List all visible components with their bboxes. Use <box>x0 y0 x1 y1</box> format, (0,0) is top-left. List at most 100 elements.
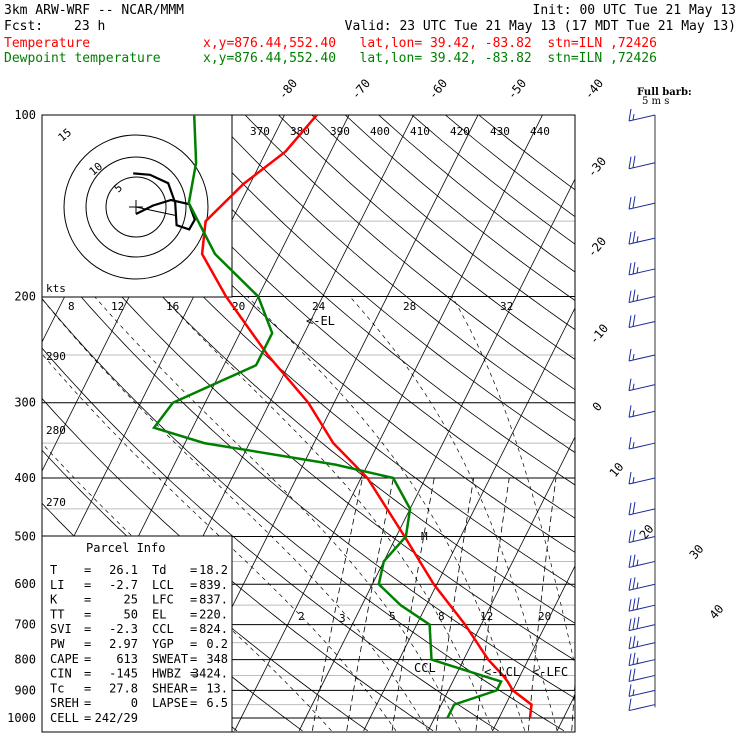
dry-adiabat-290 <box>42 347 499 732</box>
dry-adiabat-410 <box>278 115 575 360</box>
dry-adiabat-370 <box>144 115 575 486</box>
parcel-value: 242/29 <box>95 711 138 725</box>
wind-barb-flag <box>632 652 636 665</box>
wind-barb-half-flag <box>632 353 635 361</box>
wind-barb-flag <box>636 597 640 610</box>
parcel-label: Td <box>152 563 166 577</box>
ccl-marker: CCL <box>414 661 436 675</box>
wind-barb-flag <box>628 578 632 591</box>
forecast-label: Fcst: <box>4 19 44 34</box>
wind-barb-flag <box>632 577 636 590</box>
moist-adiabat-35 <box>451 296 575 668</box>
theta-label-430: 430 <box>490 125 510 138</box>
moist-adiabat-10 <box>42 298 429 731</box>
parcel-value: 0.2 <box>206 637 228 651</box>
wind-barb-half-flag <box>636 640 639 647</box>
wind-barb-280 <box>628 378 656 392</box>
wind-barb-flag <box>632 598 636 611</box>
parcel-eq: = <box>84 593 91 607</box>
wind-barb-flag <box>628 684 632 697</box>
isotherm-50 <box>686 0 740 731</box>
wind-barb-flag <box>628 698 632 711</box>
dry-adiabat-450 <box>411 115 575 245</box>
wind-barb-flag <box>632 635 636 648</box>
isotherm-40 <box>622 0 740 731</box>
dry-adiabat-440 <box>378 115 575 273</box>
theta-label-400: 400 <box>370 125 390 138</box>
wind-barb-flag <box>632 196 636 209</box>
wind-barb-flag <box>632 554 636 567</box>
dry-adiabat-400 <box>244 115 575 391</box>
mixing-ratio-12 <box>475 477 510 731</box>
theta-e-label-24: 24 <box>312 300 326 313</box>
parcel-value: 824. <box>199 622 228 636</box>
parcel-value: 13. <box>206 681 228 695</box>
dewpoint-location: x,y=876.44,552.40 lat,lon= 39.42, -83.82… <box>203 51 657 66</box>
wind-barb-flag <box>628 156 632 169</box>
hodograph-storm-motion <box>135 206 176 216</box>
parcel-value: -2.3 <box>109 622 138 636</box>
wind-barb-160 <box>628 231 656 245</box>
parcel-label: EL <box>152 607 166 621</box>
isotherm-label-0: 0 <box>590 399 605 414</box>
parcel-label: CELL <box>50 711 79 725</box>
wind-barb-100 <box>628 108 656 122</box>
wind-barb-800 <box>628 652 656 667</box>
wind-barb-half-flag <box>632 410 635 417</box>
wind-barb-450 <box>628 501 656 516</box>
pressure-label-800: 800 <box>14 653 36 667</box>
dry-adiabat-320 <box>42 202 575 661</box>
pressure-label-500: 500 <box>14 529 36 543</box>
parcel-eq: = <box>84 711 91 725</box>
init-time: Init: 00 UTC Tue 21 May 13 <box>532 3 737 18</box>
isotherm--10 <box>298 178 575 731</box>
hodograph-box <box>41 114 233 298</box>
wind-barb-flag <box>632 231 636 244</box>
parcel-value: 839. <box>199 578 228 592</box>
parcel-eq: = <box>190 607 197 621</box>
wind-barb-flag <box>628 262 632 276</box>
parcel-eq: = <box>84 578 91 592</box>
theta-e-label-16: 16 <box>166 300 179 313</box>
theta-e-label-12: 12 <box>111 300 124 313</box>
wind-barb-half-flag <box>632 442 635 449</box>
parcel-label: T <box>50 563 57 577</box>
theta-e-label-28: 28 <box>403 300 416 313</box>
dry-adiabat-360 <box>111 115 575 519</box>
model-title: 3km ARW-WRF -- NCAR/MMM <box>4 3 185 18</box>
hodograph-kts-label: kts <box>46 282 66 295</box>
wind-barb-flag <box>628 502 632 515</box>
header: 3km ARW-WRF -- NCAR/MMM Init: 00 UTC Tue… <box>0 0 740 70</box>
wind-barb-staff <box>628 704 656 712</box>
dry-adiabat-430 <box>345 115 575 301</box>
barb-legend-title: Full barb: <box>637 87 692 98</box>
dewpoint-legend: Dewpoint temperature <box>4 51 161 66</box>
parcel-eq: = <box>190 667 197 681</box>
theta-left-label-280: 280 <box>46 424 66 437</box>
wind-barb-flag <box>628 348 632 362</box>
wind-barb-half-flag <box>636 267 639 274</box>
mixing-ratio-8 <box>435 477 475 731</box>
parcel-label: LI <box>50 578 64 592</box>
parcel-label: PW <box>50 637 65 651</box>
parcel-label: TT <box>50 607 64 621</box>
wind-barb-500 <box>628 529 656 543</box>
parcel-eq: = <box>84 622 91 636</box>
parcel-eq: = <box>84 667 91 681</box>
pressure-label-1000: 1000 <box>7 711 36 725</box>
parcel-eq: = <box>190 696 197 710</box>
wind-barb-flag <box>632 289 636 302</box>
pressure-label-400: 400 <box>14 471 36 485</box>
isotherm-label--10: -10 <box>587 321 612 347</box>
wind-barb-flag <box>628 471 632 485</box>
wind-barb-flag <box>628 618 632 631</box>
parcel-label: SREH <box>50 696 79 710</box>
parcel-label: K <box>50 593 58 607</box>
wind-barbs: Full barb:5 m s <box>628 87 692 712</box>
mixing-ratio-label-8: 8 <box>438 610 445 623</box>
isotherm-10 <box>427 436 575 731</box>
isotherm-label--20: -20 <box>585 234 610 260</box>
wind-barb-650 <box>628 597 656 612</box>
hodograph-trace <box>133 172 197 231</box>
parcel-eq: = <box>190 578 197 592</box>
